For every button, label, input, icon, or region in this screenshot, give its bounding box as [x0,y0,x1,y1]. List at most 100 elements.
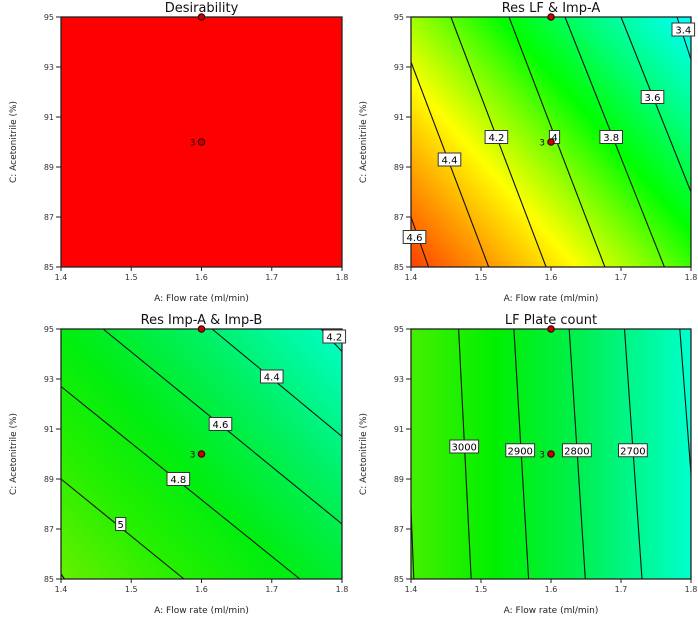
contour-label-text: 2900 [507,446,532,457]
contour-label-text: 4.4 [442,156,458,167]
x-tick-label: 1.8 [685,273,698,282]
contour-label-text: 4.8 [170,475,186,486]
design-point [547,138,555,146]
y-axis-label: C: Acetonitrile (%) [9,413,19,495]
contour-label-box [402,230,427,244]
x-tick-label: 1.7 [265,273,278,282]
contour-label-2800: 2800 [562,443,592,458]
y-tick-label: 95 [394,13,404,22]
design-point [547,450,555,458]
y-tick-label: 89 [394,475,404,484]
x-tick-label: 1.6 [195,585,208,594]
contour-label-4.4: 4.4 [259,369,284,384]
design-point [197,450,206,458]
contour-label-text: 4.4 [264,373,280,384]
design-point [547,13,555,21]
design-point-count-label: 3 [190,139,196,149]
x-tick-label: 1.4 [55,585,68,594]
design-point [197,325,206,333]
x-axis-label: A: Flow rate (ml/min) [504,606,599,616]
contour-label-box [208,417,233,431]
contour-label-text: 3.6 [645,93,661,104]
design-point [197,13,206,21]
y-axis-label: C: Acetonitrile (%) [359,413,369,495]
x-axis-label: A: Flow rate (ml/min) [504,294,599,304]
contour-label-text: 5 [118,520,124,531]
x-tick-label: 1.8 [685,585,698,594]
y-tick-label: 89 [394,163,404,172]
y-tick-label: 93 [394,63,404,72]
chart-title: Res LF & Imp-A [502,1,601,16]
contour-label-text: 4.2 [488,133,504,144]
y-tick-label: 95 [44,13,54,22]
chart-title: Res Imp-A & Imp-B [141,313,263,328]
contour-label-text: 3.4 [675,26,691,37]
contour-label-box [115,517,127,531]
design-point [197,138,206,146]
y-tick-label: 87 [44,213,54,222]
contour-label-box [484,130,509,144]
contour-label-2700: 2700 [618,443,648,458]
contour-line-2600 [679,328,692,475]
x-tick-label: 1.4 [405,585,418,594]
y-axis-label: C: Acetonitrile (%) [9,101,19,183]
contour-label-box [618,443,648,458]
x-tick-label: 1.6 [545,585,558,594]
contour-label-box [562,443,592,458]
x-tick-label: 1.4 [55,273,68,282]
y-tick-label: 91 [394,425,404,434]
y-tick-label: 95 [394,325,404,334]
contour-label-text: 2700 [620,446,645,457]
x-tick-label: 1.8 [336,585,349,594]
contour-label-4: 4 [548,130,561,144]
contour-label-4.2: 4.2 [484,130,509,144]
x-tick-label: 1.4 [405,273,418,282]
y-tick-label: 95 [44,325,54,334]
panel-res-lf-imp-a: 4.6 4.4 4.2 4 3.8 3.6 3.4 3 Res LF & Imp-A 1.4 1.5… [359,1,697,304]
contour-label-5: 5 [115,517,127,531]
contour-label-box [449,439,480,454]
contour-label-text: 4 [551,133,557,144]
y-tick-label: 87 [394,213,404,222]
contour-line-3000 [458,328,472,580]
panel-lf-plate-count: 3000 2900 2800 2700 3 LF Plate count 1.4 1.5 1.6… [359,313,697,616]
contour-label-box [166,472,191,486]
y-tick-label: 91 [44,113,54,122]
contour-label-text: 3.8 [603,133,619,144]
x-tick-label: 1.7 [615,273,628,282]
contour-label-4.8: 4.8 [166,472,191,486]
contour-label-4.2: 4.2 [322,329,347,344]
y-axis-label: C: Acetonitrile (%) [359,101,369,183]
design-point-count-label: 3 [539,139,545,149]
y-tick-label: 85 [394,263,404,272]
contour-label-text: 4.2 [326,333,342,344]
contour-label-box [322,329,347,344]
y-tick-label: 93 [44,63,54,72]
contour-label-text: 3000 [451,443,476,454]
panel-desirability: 3 Desirability 1.4 1.5 1.6 1.7 1.8 85 87 89 91 93 95… [9,1,348,304]
x-axis-label: A: Flow rate (ml/min) [154,606,249,616]
contour-label-3.4: 3.4 [671,22,696,37]
y-tick-label: 87 [394,525,404,534]
chart-title: LF Plate count [505,313,597,328]
contour-label-box [505,443,536,458]
panel-res-imp-a-imp-b: 5 4.8 4.6 4.4 4.2 3 Res Imp-A & Imp-B 1.4 1.5 1.6… [9,313,348,616]
x-tick-label: 1.8 [336,273,349,282]
design-point [547,325,555,333]
contour-label-3.8: 3.8 [599,130,624,144]
y-tick-label: 89 [44,475,54,484]
contour-label-box [437,152,462,167]
y-tick-label: 91 [44,425,54,434]
x-tick-label: 1.7 [615,585,628,594]
x-tick-label: 1.5 [475,273,488,282]
contour-label-text: 2800 [564,446,589,457]
y-tick-label: 87 [44,525,54,534]
contour-label-3.6: 3.6 [640,90,665,104]
contour-label-4.6: 4.6 [208,417,233,431]
contour-label-4.4: 4.4 [437,152,462,167]
chart-title: Desirability [165,1,239,16]
y-tick-label: 85 [44,263,54,272]
contour-label-box [671,22,696,37]
y-tick-label: 91 [394,113,404,122]
